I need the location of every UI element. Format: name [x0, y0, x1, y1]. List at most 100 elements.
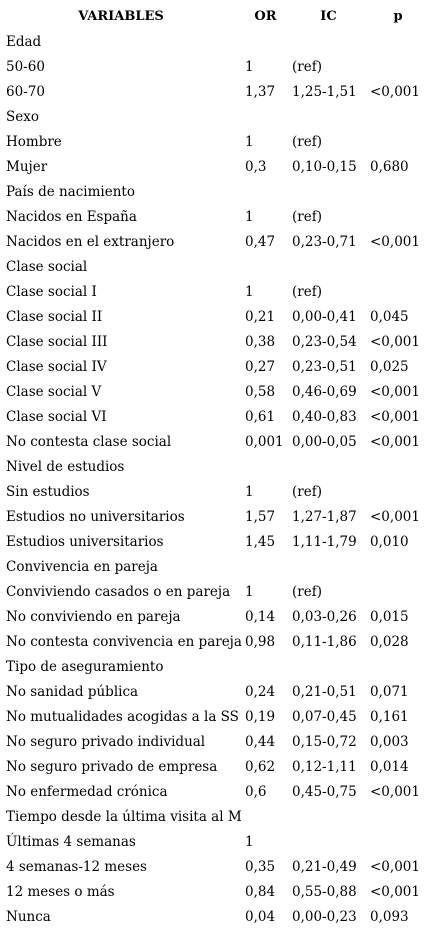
- variable-cell: País de nacimiento: [6, 183, 135, 200]
- p-cell: [368, 129, 428, 154]
- p-cell: <0,001: [370, 383, 420, 400]
- table-row: Clase social VI 0,61 0,40-0,83 <0,001: [0, 404, 428, 429]
- table-row: Mujer 0,3 0,10-0,15 0,680: [0, 154, 428, 179]
- ic-cell: (ref): [292, 58, 322, 75]
- ic-cell: [289, 554, 368, 579]
- p-cell: [368, 579, 428, 604]
- p-cell: <0,001: [370, 83, 420, 100]
- table-row: Tiempo desde la última visita al MF: [0, 804, 428, 829]
- or-cell: 0,14: [245, 608, 276, 625]
- results-table: VARIABLES OR IC p Edad 50-60 1 (ref) 60-70 1,…: [0, 4, 428, 929]
- ic-cell: [289, 804, 368, 829]
- or-cell: [242, 104, 289, 129]
- p-cell: <0,001: [370, 433, 420, 450]
- ic-cell: [289, 254, 368, 279]
- table-row: No enfermedad crónica 0,6 0,45-0,75 <0,001: [0, 779, 428, 804]
- table-row: 12 meses o más 0,84 0,55-0,88 <0,001: [0, 879, 428, 904]
- table-row: Conviviendo casados o en pareja 1 (ref): [0, 579, 428, 604]
- ic-cell: 0,10-0,15: [292, 158, 357, 175]
- variable-cell: Nacidos en el extranjero: [6, 233, 175, 250]
- p-cell: [368, 804, 428, 829]
- ic-cell: (ref): [292, 583, 322, 600]
- variable-cell: Clase social IV: [6, 358, 107, 375]
- p-cell: 0,161: [370, 708, 409, 725]
- table-row: Tipo de aseguramiento: [0, 654, 428, 679]
- table-row: Estudios no universitarios 1,57 1,27-1,87 <…: [0, 504, 428, 529]
- p-cell: 0,093: [370, 908, 409, 925]
- p-cell: 0,680: [370, 158, 409, 175]
- variable-cell: No seguro privado individual: [6, 733, 206, 750]
- ic-cell: [289, 29, 368, 54]
- or-cell: 0,98: [245, 633, 276, 650]
- p-cell: 0,003: [370, 733, 409, 750]
- table-row: Edad: [0, 29, 428, 54]
- variable-cell: Clase social V: [6, 383, 102, 400]
- table-row: Últimas 4 semanas 1: [0, 829, 428, 854]
- p-cell: [368, 454, 428, 479]
- table-row: Clase social III 0,38 0,23-0,54 <0,001: [0, 329, 428, 354]
- p-cell: 0,010: [370, 533, 409, 550]
- or-cell: 0,84: [245, 883, 276, 900]
- ic-cell: 0,21-0,49: [292, 858, 357, 875]
- ic-cell: 1,27-1,87: [292, 508, 357, 525]
- or-cell: 0,35: [245, 858, 276, 875]
- or-cell: [242, 454, 289, 479]
- header-variables: VARIABLES: [78, 9, 164, 24]
- variable-cell: Nunca: [6, 908, 51, 925]
- p-cell: <0,001: [370, 233, 420, 250]
- ic-cell: 1,11-1,79: [292, 533, 357, 550]
- or-cell: [242, 254, 289, 279]
- ic-cell: 0,07-0,45: [292, 708, 357, 725]
- ic-cell: 0,55-0,88: [292, 883, 357, 900]
- p-cell: [368, 254, 428, 279]
- table-row: Hombre 1 (ref): [0, 129, 428, 154]
- p-cell: <0,001: [370, 858, 420, 875]
- p-cell: 0,015: [370, 608, 409, 625]
- variable-cell: No contesta convivencia en pareja: [6, 633, 242, 650]
- table-row: Clase social V 0,58 0,46-0,69 <0,001: [0, 379, 428, 404]
- or-cell: 0,24: [245, 683, 276, 700]
- ic-cell: [289, 829, 368, 854]
- table-row: 4 semanas-12 meses 0,35 0,21-0,49 <0,001: [0, 854, 428, 879]
- p-cell: [368, 654, 428, 679]
- variable-cell: 12 meses o más: [6, 883, 115, 900]
- variable-cell: Clase social I: [6, 283, 97, 300]
- table-row: No seguro privado de empresa 0,62 0,12-1,1…: [0, 754, 428, 779]
- header-or: OR: [254, 9, 277, 24]
- or-cell: 1,37: [245, 83, 276, 100]
- ic-cell: (ref): [292, 283, 322, 300]
- variable-cell: No contesta clase social: [6, 433, 172, 450]
- or-cell: 0,38: [245, 333, 276, 350]
- table-row: No contesta clase social 0,001 0,00-0,05 <0…: [0, 429, 428, 454]
- p-cell: [368, 179, 428, 204]
- table-row: Sin estudios 1 (ref): [0, 479, 428, 504]
- or-cell: 1: [245, 833, 254, 850]
- or-cell: 0,6: [245, 783, 267, 800]
- table-row: No seguro privado individual 0,44 0,15-0,7…: [0, 729, 428, 754]
- table-row: Nacidos en España 1 (ref): [0, 204, 428, 229]
- or-cell: 0,62: [245, 758, 276, 775]
- p-cell: <0,001: [370, 883, 420, 900]
- or-cell: 1: [245, 133, 254, 150]
- variable-cell: 50-60: [6, 58, 45, 75]
- or-cell: 1: [245, 583, 254, 600]
- variable-cell: Clase social: [6, 258, 88, 275]
- or-cell: 0,04: [245, 908, 276, 925]
- or-cell: 0,58: [245, 383, 276, 400]
- p-cell: <0,001: [370, 508, 420, 525]
- table-row: Clase social IV 0,27 0,23-0,51 0,025: [0, 354, 428, 379]
- table-row: No sanidad pública 0,24 0,21-0,51 0,071: [0, 679, 428, 704]
- variable-cell: Últimas 4 semanas: [6, 833, 136, 850]
- p-cell: 0,014: [370, 758, 409, 775]
- ic-cell: [289, 104, 368, 129]
- table-row: Convivencia en pareja: [0, 554, 428, 579]
- p-cell: 0,071: [370, 683, 409, 700]
- variable-cell: 4 semanas-12 meses: [6, 858, 147, 875]
- ic-cell: [289, 179, 368, 204]
- or-cell: 0,47: [245, 233, 276, 250]
- p-cell: [368, 104, 428, 129]
- variable-cell: Nivel de estudios: [6, 458, 125, 475]
- p-cell: [368, 479, 428, 504]
- ic-cell: 0,00-0,41: [292, 308, 357, 325]
- table-row: Sexo: [0, 104, 428, 129]
